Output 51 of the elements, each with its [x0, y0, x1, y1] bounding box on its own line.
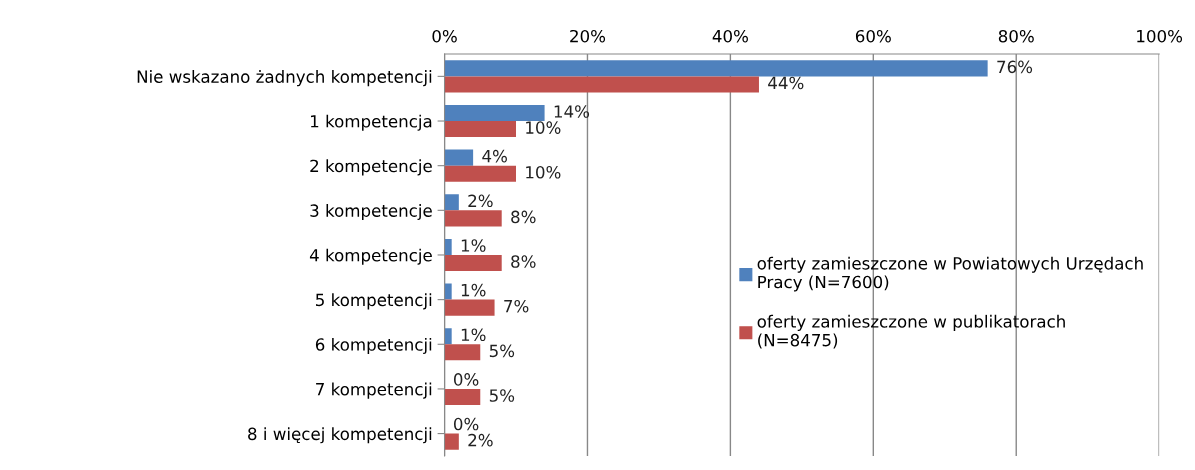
bar — [444, 165, 516, 182]
data-label: 10% — [526, 165, 561, 179]
legend-label: oferty zamieszczone w publikatorach (N=8475) — [757, 314, 1065, 349]
y-tick-label: Nie wskazano żadnych kompetencji — [137, 70, 432, 87]
data-label: 14% — [554, 105, 590, 118]
x-tick-label: 40% — [712, 29, 748, 43]
y-tick-label: 2 kompetencje — [310, 159, 432, 176]
data-label: 8% — [511, 210, 536, 224]
bar — [444, 238, 452, 255]
data-label: 1% — [461, 328, 486, 342]
bar — [444, 194, 459, 211]
x-tick-label: 0% — [432, 29, 457, 43]
legend-label: oferty zamieszczone w Powiatowych Urzędach Pracy (N=7600) — [757, 256, 1143, 292]
bar — [444, 299, 495, 316]
bar — [444, 104, 545, 122]
bar — [444, 121, 516, 138]
bar — [444, 388, 481, 405]
y-tick-label: 8 i więcej kompetencji — [248, 427, 432, 444]
data-label: 44% — [768, 76, 804, 90]
x-tick-label: 20% — [570, 29, 606, 43]
bar — [444, 149, 474, 166]
bar — [444, 283, 452, 300]
data-label: 2% — [468, 194, 493, 208]
y-tick-label: 3 kompetencje — [310, 203, 432, 221]
data-label: 0% — [453, 417, 479, 431]
bar — [444, 254, 502, 272]
bar — [444, 60, 988, 77]
data-label: 1% — [461, 283, 486, 297]
data-label: 10% — [526, 121, 561, 134]
x-tick-label: 80% — [998, 29, 1034, 43]
bar — [444, 328, 452, 345]
x-tick-label: 60% — [855, 29, 891, 43]
data-label: 0% — [453, 373, 479, 386]
bar — [444, 433, 459, 450]
data-label: 8% — [511, 255, 536, 268]
y-tick-label: 1 kompetencja — [310, 114, 432, 131]
bar — [444, 210, 502, 227]
bar — [444, 76, 759, 93]
y-tick-label: 4 kompetencje — [309, 248, 432, 265]
data-label: 7% — [504, 299, 529, 313]
data-label: 5% — [489, 344, 515, 358]
data-label: 5% — [489, 389, 515, 402]
y-tick-label: 7 kompetencji — [316, 382, 432, 399]
x-tick-label: 100% — [1137, 29, 1183, 43]
y-tick-label: 5 kompetencji — [316, 293, 432, 310]
y-tick-label: 6 kompetencji — [315, 337, 432, 355]
data-label: 2% — [468, 433, 493, 447]
data-label: 4% — [482, 149, 507, 163]
data-label: 76% — [997, 60, 1033, 74]
data-label: 1% — [461, 239, 486, 252]
bar — [444, 344, 481, 361]
